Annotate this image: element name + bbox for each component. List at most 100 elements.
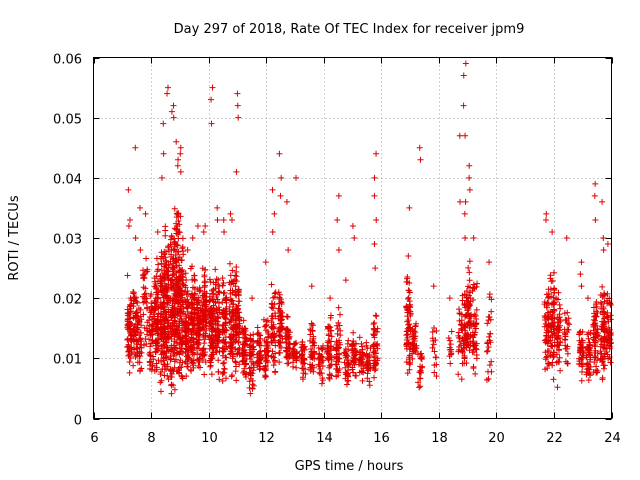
data-point bbox=[542, 320, 549, 327]
data-point bbox=[371, 374, 378, 381]
data-point bbox=[283, 326, 290, 333]
data-point bbox=[310, 333, 317, 340]
data-point bbox=[168, 390, 175, 397]
data-point bbox=[556, 301, 563, 308]
data-point bbox=[216, 306, 223, 313]
data-point bbox=[598, 300, 605, 307]
data-point bbox=[545, 360, 552, 367]
data-point bbox=[197, 287, 204, 294]
data-point bbox=[127, 355, 134, 362]
data-point bbox=[462, 132, 469, 139]
data-point bbox=[178, 364, 185, 371]
data-point bbox=[201, 311, 208, 318]
x-axis-label: GPS time / hours bbox=[295, 459, 404, 474]
data-point bbox=[201, 273, 208, 280]
data-point bbox=[152, 337, 159, 344]
data-point bbox=[290, 349, 297, 356]
data-point bbox=[593, 303, 600, 310]
data-point bbox=[284, 345, 291, 352]
data-point bbox=[184, 308, 191, 315]
data-point bbox=[599, 341, 606, 348]
data-point bbox=[593, 308, 600, 315]
data-point bbox=[162, 248, 169, 255]
data-point bbox=[418, 364, 425, 371]
data-point bbox=[577, 271, 584, 278]
data-point bbox=[455, 371, 462, 378]
data-point bbox=[544, 294, 551, 301]
data-point bbox=[214, 322, 221, 329]
data-point bbox=[549, 320, 556, 327]
data-point bbox=[592, 216, 599, 223]
data-point bbox=[358, 340, 365, 347]
data-point bbox=[247, 344, 254, 351]
data-point bbox=[177, 303, 184, 310]
data-point bbox=[200, 346, 207, 353]
data-point bbox=[189, 235, 196, 241]
data-point bbox=[153, 340, 160, 347]
data-point bbox=[485, 375, 492, 382]
data-point bbox=[263, 353, 270, 360]
data-point bbox=[486, 362, 493, 369]
data-point bbox=[176, 276, 183, 283]
data-point bbox=[240, 328, 247, 335]
data-point bbox=[208, 96, 215, 103]
data-point bbox=[309, 362, 316, 369]
data-point bbox=[219, 311, 226, 318]
data-point bbox=[564, 326, 571, 333]
data-point bbox=[219, 299, 226, 306]
data-point bbox=[157, 368, 164, 375]
data-point bbox=[446, 295, 453, 302]
data-point bbox=[404, 296, 411, 303]
data-point bbox=[264, 317, 271, 324]
data-point bbox=[255, 340, 262, 347]
data-point bbox=[410, 345, 417, 352]
data-point bbox=[276, 291, 283, 298]
data-point bbox=[142, 210, 149, 217]
data-point bbox=[551, 339, 558, 346]
data-point bbox=[562, 358, 569, 365]
data-point bbox=[599, 356, 606, 363]
data-point bbox=[141, 342, 148, 349]
data-point bbox=[462, 198, 469, 205]
data-point bbox=[187, 265, 194, 272]
data-point bbox=[278, 299, 285, 306]
x-tick-label: 24 bbox=[604, 431, 621, 446]
data-point bbox=[543, 304, 550, 311]
data-point bbox=[138, 365, 145, 372]
data-point bbox=[416, 369, 423, 376]
data-point bbox=[229, 372, 236, 379]
data-point bbox=[233, 317, 240, 324]
x-tick-label: 12 bbox=[258, 431, 275, 446]
data-point bbox=[483, 348, 490, 355]
data-point bbox=[548, 278, 555, 285]
data-point bbox=[432, 354, 439, 361]
data-point bbox=[160, 150, 167, 157]
data-point bbox=[190, 364, 197, 371]
data-point bbox=[430, 341, 437, 348]
data-point bbox=[409, 355, 416, 362]
data-point bbox=[193, 327, 200, 334]
data-point bbox=[292, 340, 299, 347]
data-point bbox=[250, 382, 257, 389]
data-point bbox=[603, 335, 610, 342]
data-point bbox=[542, 216, 549, 223]
data-point bbox=[215, 304, 222, 311]
data-point bbox=[484, 320, 491, 327]
data-point bbox=[276, 359, 283, 366]
data-point bbox=[184, 363, 191, 370]
data-point bbox=[233, 305, 240, 312]
data-point bbox=[256, 357, 263, 364]
data-point bbox=[601, 362, 608, 369]
data-point bbox=[157, 255, 164, 262]
data-point bbox=[310, 339, 317, 346]
data-point bbox=[206, 312, 213, 319]
data-point bbox=[190, 325, 197, 332]
data-point bbox=[269, 339, 276, 346]
data-point bbox=[556, 346, 563, 353]
data-point bbox=[365, 354, 372, 361]
data-point bbox=[433, 328, 440, 335]
data-point bbox=[311, 355, 318, 362]
data-point bbox=[553, 351, 560, 358]
data-point bbox=[132, 144, 139, 151]
data-point bbox=[177, 168, 184, 175]
